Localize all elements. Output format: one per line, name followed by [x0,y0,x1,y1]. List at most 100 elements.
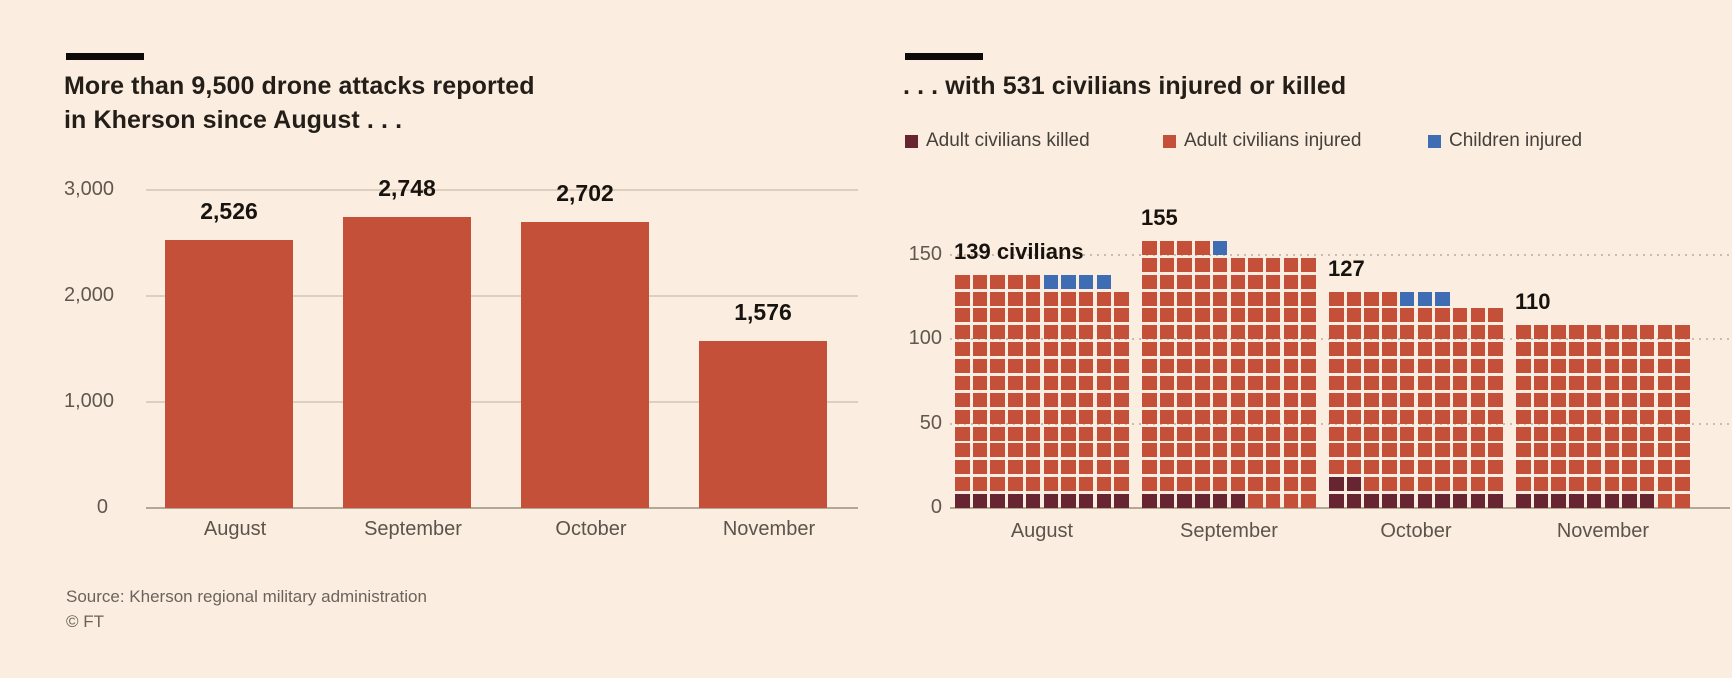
cell-injured [1639,409,1655,424]
cell-injured [1177,460,1192,475]
cell-injured [1488,342,1503,357]
cell-injured [1248,409,1263,424]
cell-injured [1346,375,1362,390]
cell-injured [1212,460,1228,475]
cell-injured [1265,494,1281,508]
cell-injured [1488,460,1503,475]
cell-injured [1248,392,1263,407]
cell-injured [1533,409,1549,424]
copyright-line: © FT [66,612,105,631]
cell-injured [1061,443,1076,458]
cell-injured [1586,443,1602,458]
cell-injured [1346,409,1362,424]
cell-injured [1283,257,1299,272]
cell-injured [1435,426,1450,441]
cell-injured [1301,443,1316,458]
cell-injured [972,443,988,458]
cell-injured [1329,342,1344,357]
cell-injured [1329,375,1344,390]
cell-injured [1142,409,1157,424]
cell-injured [1114,325,1129,340]
cell-injured [1399,426,1415,441]
cell-injured [1025,460,1041,475]
cell-injured [1301,494,1316,508]
cell-injured [955,460,970,475]
cell-injured [1364,460,1379,475]
cell-injured [1043,443,1059,458]
y-axis-tick-label: 3,000 [64,178,115,200]
cell-injured [972,342,988,357]
cell-killed [1470,493,1486,508]
cell-injured [1283,426,1299,441]
cell-killed [1230,494,1246,508]
cell-injured [1142,460,1157,475]
cell-injured [1177,325,1192,340]
cell-injured [990,274,1005,289]
legend-item-2: Children injured [1428,130,1582,152]
legend-item-0: Adult civilians killed [905,130,1090,152]
cell-killed [1516,493,1531,508]
cell-injured [1248,274,1263,289]
cell-injured [1212,375,1228,390]
cell-injured [1142,240,1157,255]
cell-injured [1008,325,1023,340]
cell-injured [1248,477,1263,492]
cell-injured [1675,460,1690,475]
cell-injured [1639,342,1655,357]
cell-killed [1159,494,1175,508]
cell-injured [1159,257,1175,272]
cell-injured [1248,257,1263,272]
cell-injured [1177,409,1192,424]
cell-killed [1212,494,1228,508]
cell-injured [1008,359,1023,374]
cell-injured [1675,493,1690,508]
cell-injured [1435,477,1450,492]
cell-injured [1533,342,1549,357]
cell-injured [1195,308,1210,323]
cell-killed [1399,493,1415,508]
cell-injured [1301,460,1316,475]
cell-injured [1301,325,1316,340]
cell-injured [955,443,970,458]
cell-injured [1533,325,1549,340]
cell-child-injured [1417,291,1433,306]
cell-injured [1078,359,1094,374]
cell-injured [1078,460,1094,475]
cell-injured [1622,392,1637,407]
cell-injured [1675,409,1690,424]
bar-value-label: 2,748 [378,174,436,201]
cell-injured [1043,375,1059,390]
cell-injured [972,392,988,407]
cell-injured [1622,409,1637,424]
cell-injured [1533,477,1549,492]
cell-injured [1657,443,1673,458]
cell-injured [1569,392,1584,407]
cell-injured [1061,375,1076,390]
waffle-august [955,272,1129,508]
cell-injured [1301,375,1316,390]
cell-injured [1195,342,1210,357]
cell-injured [1177,342,1192,357]
y-gridline [950,253,1730,256]
cell-injured [972,409,988,424]
cell-injured [972,359,988,374]
legend: Adult civilians killed Adult civilians in… [905,130,1732,152]
cell-injured [1043,359,1059,374]
cell-injured [1329,291,1344,306]
cell-injured [1114,426,1129,441]
cell-injured [1604,325,1620,340]
cell-injured [1265,325,1281,340]
cell-injured [1265,460,1281,475]
cell-injured [1586,325,1602,340]
cell-injured [1569,477,1584,492]
cell-injured [1516,325,1531,340]
cell-injured [1657,477,1673,492]
cell-injured [1114,443,1129,458]
cell-injured [990,342,1005,357]
cell-injured [1382,460,1397,475]
cell-injured [1586,342,1602,357]
cell-injured [1488,392,1503,407]
cell-injured [1283,392,1299,407]
cell-injured [1283,291,1299,306]
cell-injured [1470,460,1486,475]
